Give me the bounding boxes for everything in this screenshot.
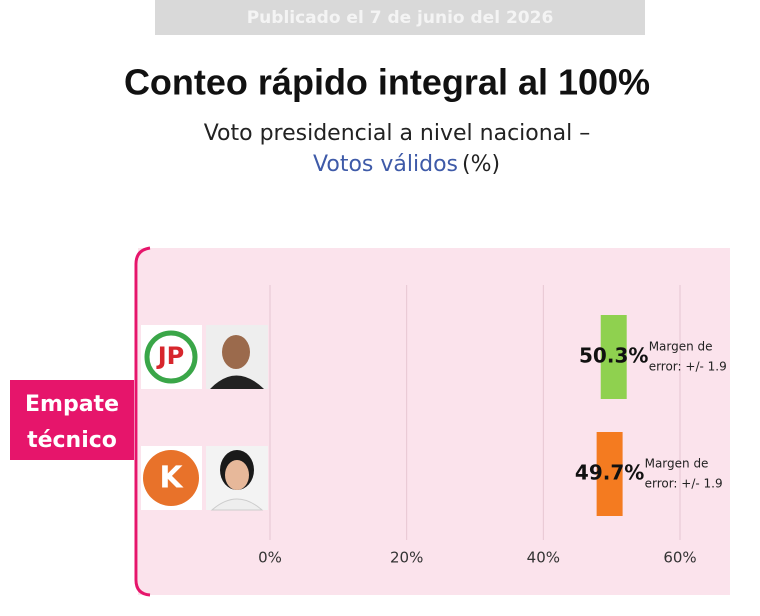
value-label: 49.7% [575,461,644,485]
x-tick-label: 40% [527,549,560,567]
panel-border [134,246,151,597]
x-tick-label: 20% [390,549,423,567]
annotation: técnico [27,428,117,453]
value-label: 50.3% [579,344,648,368]
chart-title: Conteo rápido integral al 100% [124,62,650,103]
subtitle-unit: (%) [462,152,500,177]
annotation-box [10,380,134,460]
photo-1 [206,325,268,389]
banner: Publicado el 7 de junio del 2026 [247,8,554,28]
x-tick-label: 0% [258,549,282,567]
logo-2: K [141,446,202,510]
panel [138,248,730,595]
logo-1: JP [141,325,202,389]
x-tick-label: 60% [663,549,696,567]
error-bar [600,315,627,399]
error-bar [596,432,623,516]
error-label: Margen de [645,457,709,471]
subtitle: Voto presidencial a nivel nacional – [204,121,591,146]
annotation: Empate [25,392,119,417]
error-label: error: +/- 1.9 [649,360,727,374]
error-label: Margen de [649,340,713,354]
banner-bg [155,0,645,35]
svg-text:K: K [159,461,184,496]
svg-text:JP: JP [156,342,185,370]
subtitle-highlight: Votos válidos [313,152,458,177]
photo-2 [206,446,268,511]
error-label: error: +/- 1.9 [645,477,723,491]
